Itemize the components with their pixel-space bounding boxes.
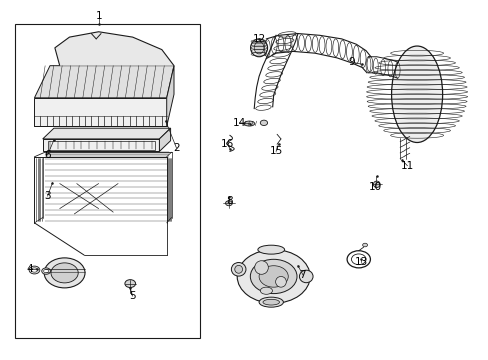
Text: 13: 13 xyxy=(354,257,367,267)
Bar xyxy=(15,23,200,338)
Ellipse shape xyxy=(372,181,379,188)
Text: 15: 15 xyxy=(269,147,282,157)
Polygon shape xyxy=(55,32,174,66)
Ellipse shape xyxy=(29,266,40,274)
Ellipse shape xyxy=(225,201,232,206)
Text: 1: 1 xyxy=(95,11,102,21)
Ellipse shape xyxy=(260,287,272,294)
Text: 10: 10 xyxy=(368,182,382,192)
Text: 8: 8 xyxy=(226,197,233,206)
Ellipse shape xyxy=(260,120,267,126)
Ellipse shape xyxy=(263,299,279,305)
Circle shape xyxy=(259,266,287,287)
Ellipse shape xyxy=(244,121,254,126)
Text: 6: 6 xyxy=(44,150,51,160)
Text: 4: 4 xyxy=(26,264,33,274)
Ellipse shape xyxy=(254,261,268,274)
Ellipse shape xyxy=(231,262,245,276)
Ellipse shape xyxy=(257,245,284,254)
Circle shape xyxy=(44,258,85,288)
Ellipse shape xyxy=(43,269,48,273)
Ellipse shape xyxy=(391,46,442,143)
Text: 7: 7 xyxy=(299,270,305,280)
Text: 11: 11 xyxy=(400,161,413,171)
Polygon shape xyxy=(42,128,170,139)
Circle shape xyxy=(51,263,78,283)
Text: 9: 9 xyxy=(347,57,354,67)
Text: 2: 2 xyxy=(173,143,180,153)
Ellipse shape xyxy=(362,243,367,247)
Polygon shape xyxy=(34,66,174,98)
Polygon shape xyxy=(166,66,174,126)
Ellipse shape xyxy=(124,280,135,288)
Polygon shape xyxy=(42,139,159,152)
Text: 5: 5 xyxy=(129,291,136,301)
Ellipse shape xyxy=(275,276,286,287)
Ellipse shape xyxy=(31,268,37,272)
Text: 14: 14 xyxy=(233,118,246,128)
Ellipse shape xyxy=(250,39,267,57)
Ellipse shape xyxy=(259,297,283,307)
Text: 16: 16 xyxy=(221,139,234,149)
Ellipse shape xyxy=(254,42,264,54)
Polygon shape xyxy=(34,98,166,126)
Text: 12: 12 xyxy=(252,34,265,44)
Circle shape xyxy=(237,249,309,303)
Ellipse shape xyxy=(299,270,312,283)
Text: 3: 3 xyxy=(44,191,51,201)
Ellipse shape xyxy=(234,265,242,273)
Ellipse shape xyxy=(41,268,50,274)
Circle shape xyxy=(250,259,296,294)
Polygon shape xyxy=(159,128,170,152)
